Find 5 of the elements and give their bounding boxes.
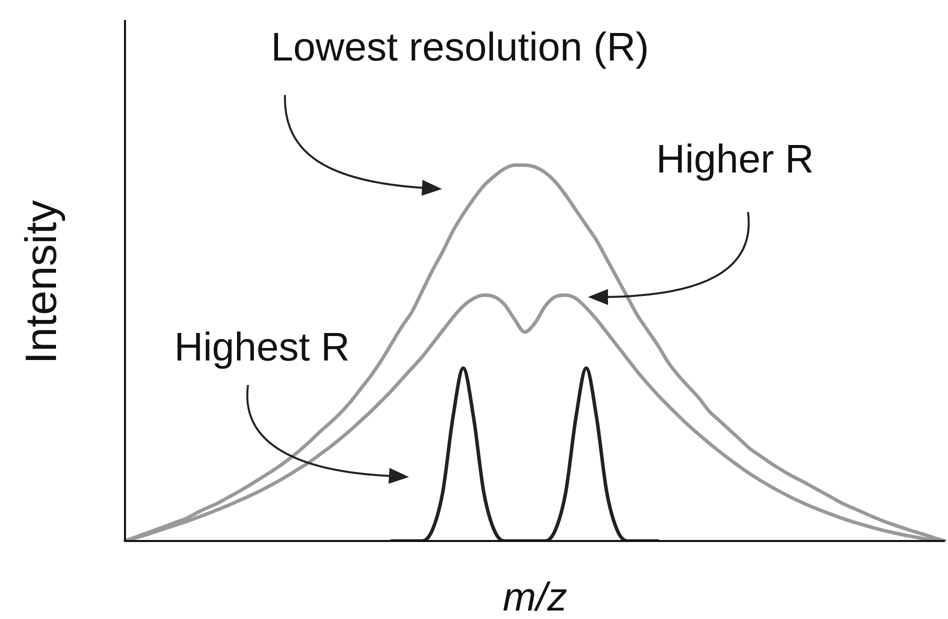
annotation: Highest R: [174, 326, 350, 370]
text: Lowest resolution (R): [271, 26, 649, 70]
annotation: Higher R: [656, 138, 814, 182]
y-axis-title: Intensity: [17, 200, 67, 364]
x-axis-title: m/z: [502, 576, 568, 619]
